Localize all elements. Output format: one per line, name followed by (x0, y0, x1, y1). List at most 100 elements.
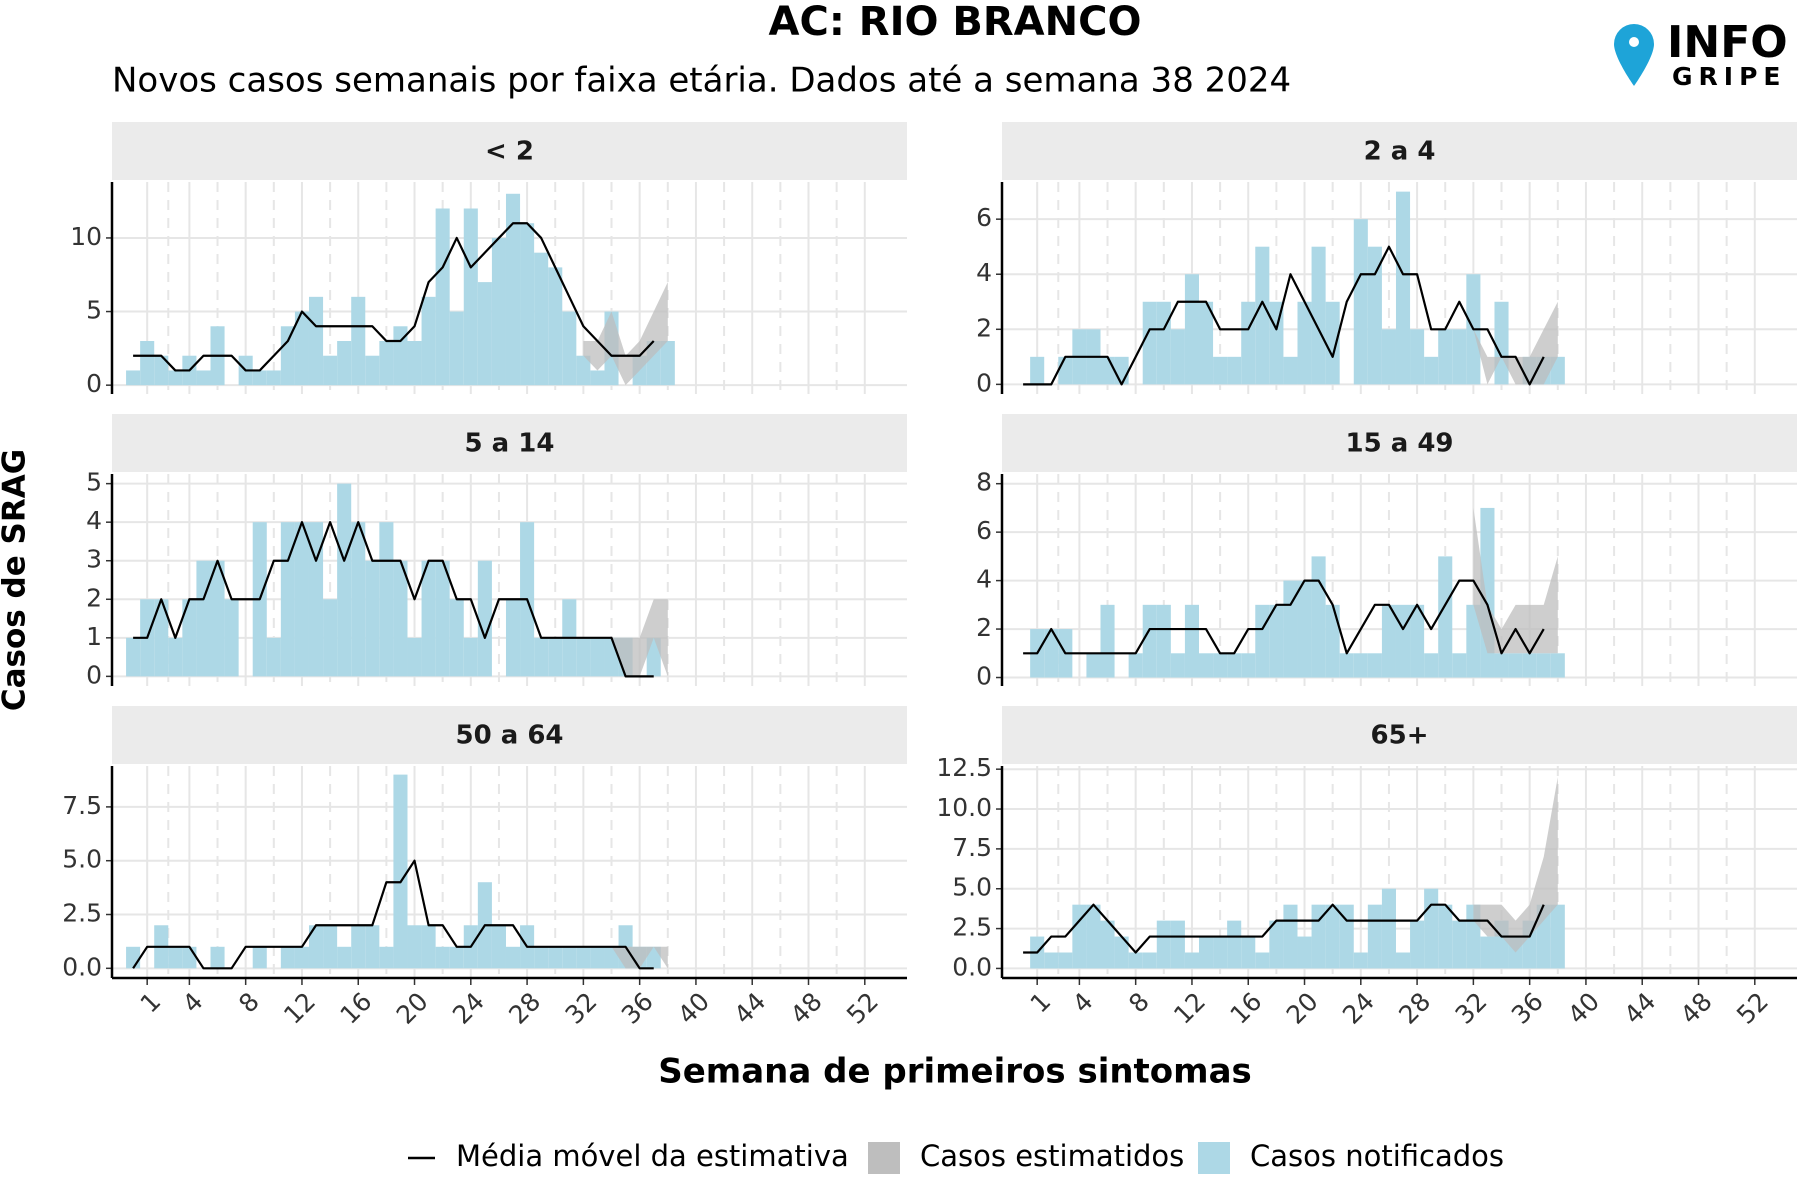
bar (1395, 604, 1411, 678)
bar (308, 925, 324, 969)
y-tick-label: 4 (86, 506, 102, 535)
moving-average-line (1023, 579, 1545, 655)
bar (1297, 301, 1312, 385)
bar (1213, 653, 1228, 678)
bar (379, 522, 394, 677)
legend-label: Média móvel da estimativa (456, 1139, 849, 1173)
y-axis-title: Casos de SRAG (0, 449, 33, 711)
strip-background (112, 414, 907, 472)
estimate-band (1473, 777, 1558, 953)
y-tick-label: 10 (70, 222, 102, 251)
y-tick-label: 0.0 (62, 952, 102, 981)
bar (126, 946, 141, 969)
legend-label: Casos notificados (1250, 1139, 1504, 1173)
bar (280, 946, 295, 969)
bar (407, 637, 422, 677)
bar (1367, 246, 1382, 385)
panel: < 2 0 5 10 (70, 122, 907, 398)
bar (520, 223, 535, 386)
bar (1381, 329, 1396, 385)
bar (562, 311, 577, 386)
legend-swatch (868, 1142, 900, 1174)
bar (1184, 604, 1199, 678)
moving-average-line (1023, 245, 1545, 386)
bar (449, 946, 464, 969)
strip-background (1002, 122, 1797, 180)
bar (1353, 219, 1368, 385)
legend-label: Casos estimatidos (920, 1139, 1184, 1173)
y-tick-label: 2.5 (952, 913, 992, 942)
bar (1283, 356, 1298, 385)
y-tick-label: 0.0 (952, 952, 992, 981)
bar (1072, 904, 1087, 969)
bar (1100, 604, 1115, 678)
bar (337, 483, 352, 677)
bar (1339, 653, 1354, 678)
logo-pin-dot (1629, 37, 1639, 47)
panel-title: 15 a 49 (1345, 429, 1453, 459)
bar (1114, 936, 1129, 969)
bar (576, 637, 591, 677)
bar (337, 946, 352, 969)
bar (1241, 653, 1256, 678)
bar (590, 946, 605, 969)
bar (1325, 904, 1340, 969)
y-tick-label: 2.5 (62, 899, 102, 928)
chart-subtitle: Novos casos semanais por faixa etária. D… (112, 61, 1291, 101)
bar (1142, 952, 1157, 969)
bar (1086, 653, 1101, 678)
bar (505, 599, 521, 677)
bar (505, 946, 521, 969)
bar (182, 599, 197, 677)
bar (393, 560, 408, 677)
bar (1227, 653, 1242, 678)
bar (168, 946, 183, 969)
bar (154, 599, 169, 677)
bar (140, 341, 155, 386)
legend-swatch (1198, 1142, 1230, 1174)
y-tick-label: 3 (86, 545, 102, 574)
chart-title: AC: RIO BRANCO (769, 0, 1142, 45)
bar (1536, 653, 1551, 678)
bar (1269, 920, 1284, 969)
bar (1213, 936, 1228, 969)
bar (1452, 653, 1467, 678)
bar (1381, 888, 1396, 969)
y-tick-label: 0 (86, 660, 102, 689)
bar (1100, 920, 1115, 969)
bar (1198, 653, 1214, 678)
bar (1030, 356, 1045, 385)
bar (196, 370, 211, 386)
y-tick-label: 12.5 (936, 753, 992, 782)
bar (351, 522, 366, 677)
bar (323, 925, 338, 969)
bar (308, 522, 324, 677)
bar (576, 946, 591, 969)
bar (1494, 653, 1509, 678)
bar (252, 370, 267, 386)
bar (1424, 888, 1439, 969)
bar (1452, 920, 1467, 969)
bar (421, 296, 436, 386)
bar (1522, 653, 1537, 678)
bar (126, 370, 141, 386)
bar (562, 946, 577, 969)
y-tick-label: 0 (86, 369, 102, 398)
panel: 5 a 14 0 1 2 3 4 5 (86, 414, 907, 689)
bar (1241, 936, 1256, 969)
bar (1198, 936, 1214, 969)
bar (379, 946, 394, 969)
strip-background (112, 706, 907, 764)
moving-average-line (132, 859, 654, 970)
bar (477, 560, 492, 677)
bar (1311, 556, 1326, 678)
bar (1170, 329, 1185, 385)
y-tick-label: 5.0 (952, 873, 992, 902)
bar (435, 946, 450, 969)
bar (646, 946, 661, 969)
bar (1311, 246, 1326, 385)
estimate-band (1473, 301, 1558, 385)
bar (1100, 356, 1115, 385)
bar (463, 637, 478, 677)
bar (1255, 246, 1270, 385)
